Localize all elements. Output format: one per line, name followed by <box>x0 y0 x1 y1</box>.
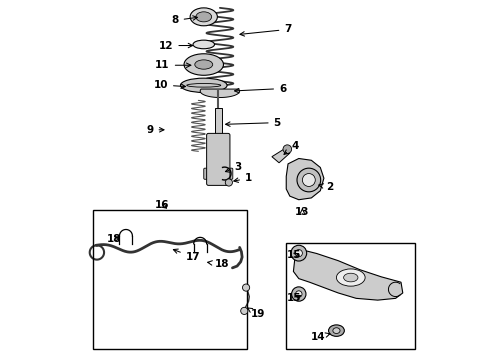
Ellipse shape <box>295 249 302 257</box>
Text: 12: 12 <box>159 41 193 50</box>
Ellipse shape <box>193 40 215 49</box>
Ellipse shape <box>333 328 340 333</box>
Ellipse shape <box>195 60 213 69</box>
FancyBboxPatch shape <box>204 168 213 179</box>
Text: 2: 2 <box>319 182 333 192</box>
Text: 15: 15 <box>287 250 302 260</box>
Circle shape <box>241 307 248 315</box>
Ellipse shape <box>297 168 320 192</box>
Ellipse shape <box>337 269 365 286</box>
Text: 8: 8 <box>172 15 197 26</box>
Text: 10: 10 <box>153 80 186 90</box>
FancyBboxPatch shape <box>224 168 233 179</box>
Text: 18: 18 <box>107 234 122 244</box>
Polygon shape <box>286 158 324 200</box>
Text: 13: 13 <box>295 207 310 217</box>
Polygon shape <box>200 89 240 98</box>
Ellipse shape <box>292 287 306 301</box>
Polygon shape <box>272 148 290 163</box>
Circle shape <box>243 284 250 291</box>
Ellipse shape <box>343 273 358 282</box>
Ellipse shape <box>302 174 315 186</box>
Text: 4: 4 <box>284 141 299 154</box>
Text: 3: 3 <box>225 162 242 172</box>
Circle shape <box>225 179 232 186</box>
Ellipse shape <box>184 54 223 75</box>
Circle shape <box>283 145 292 153</box>
Text: 19: 19 <box>247 308 265 319</box>
Text: 15: 15 <box>287 293 302 303</box>
FancyBboxPatch shape <box>207 134 230 185</box>
Text: 7: 7 <box>240 24 292 36</box>
Text: 6: 6 <box>235 84 286 94</box>
Ellipse shape <box>190 8 218 26</box>
Text: 5: 5 <box>225 118 281 128</box>
Ellipse shape <box>180 78 227 93</box>
Bar <box>215 108 221 137</box>
Text: 9: 9 <box>147 125 164 135</box>
Text: 11: 11 <box>155 60 191 70</box>
Ellipse shape <box>295 291 302 297</box>
Text: 1: 1 <box>234 173 252 183</box>
Text: 16: 16 <box>155 200 170 210</box>
Ellipse shape <box>291 245 307 261</box>
Text: 18: 18 <box>208 259 229 269</box>
Ellipse shape <box>196 12 212 22</box>
Text: 17: 17 <box>173 249 200 262</box>
Ellipse shape <box>329 325 344 336</box>
Text: 14: 14 <box>311 332 330 342</box>
Polygon shape <box>294 250 403 300</box>
